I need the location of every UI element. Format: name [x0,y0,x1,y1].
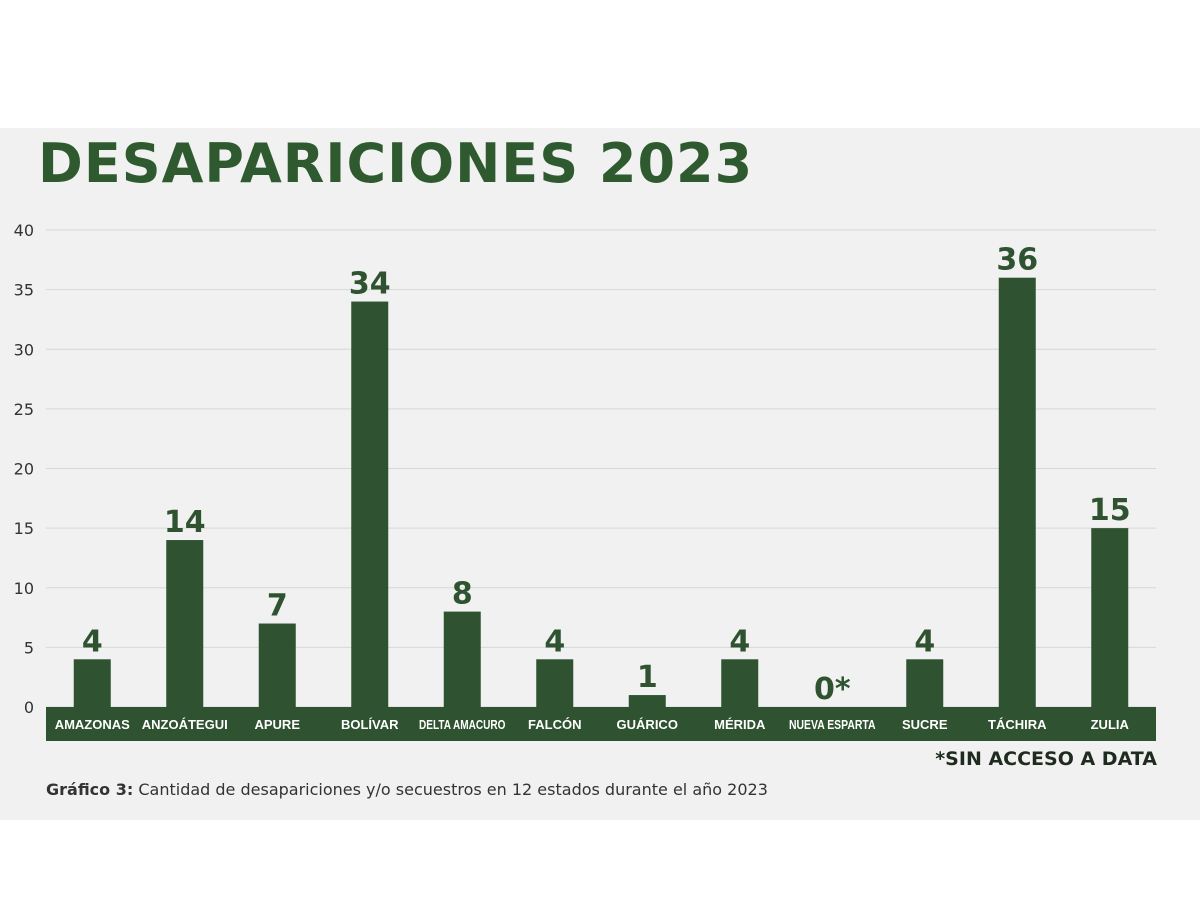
bar [258,623,296,707]
data-label: 4 [82,624,103,659]
category-band [46,707,1156,741]
bar [906,659,944,707]
bar [721,659,759,707]
data-label: 1 [637,660,658,695]
bar [166,540,204,707]
data-label: 8 [452,577,473,612]
data-label: 4 [914,624,935,659]
y-tick-label: 20 [14,460,34,479]
category-label: MÉRIDA [714,717,766,732]
data-label: 34 [349,267,391,302]
y-tick-label: 30 [14,340,34,359]
caption-label: Gráfico 3: [46,780,134,799]
footnote: *SIN ACCESO A DATA [935,748,1157,770]
gridlines [46,229,1156,708]
category-label: NUEVA ESPARTA [789,717,876,732]
data-label: 0* [814,672,851,707]
bar [73,659,111,707]
category-labels: AMAZONAS ANZOÁTEGUI APURE BOLÍVAR DELTA AMAC… [55,717,1130,732]
y-tick-label: 40 [14,221,34,240]
data-label: 15 [1089,493,1131,528]
bar [351,301,389,707]
data-label: 36 [996,243,1038,278]
data-label: 7 [267,589,288,624]
bars [73,277,1129,707]
figure-caption: Gráfico 3: Cantidad de desapariciones y/… [46,780,768,799]
bar [998,277,1036,707]
y-tick-label: 10 [14,579,34,598]
y-tick-label: 15 [14,519,34,538]
bar [443,611,481,707]
bar [628,695,666,707]
y-tick-label: 35 [14,281,34,300]
category-label: FALCÓN [528,717,581,732]
category-label: ANZOÁTEGUI [142,717,228,732]
y-tick-label: 0 [24,698,34,717]
caption-text: Cantidad de desapariciones y/o secuestro… [138,780,768,799]
data-label: 14 [164,505,206,540]
category-label: AMAZONAS [55,717,130,732]
y-tick-label: 5 [24,638,34,657]
y-axis-ticks: 0 5 10 15 20 25 30 35 40 [14,221,34,717]
category-label: GUÁRICO [617,717,678,732]
bar [1091,528,1129,707]
data-label: 4 [544,624,565,659]
chart-title: DESAPARICIONES 2023 [38,132,754,195]
category-label: BOLÍVAR [341,717,399,732]
category-label: SUCRE [902,717,948,732]
category-label: TÁCHIRA [988,717,1047,732]
category-label: APURE [254,717,300,732]
category-label: ZULIA [1091,717,1130,732]
category-label: DELTA AMACURO [419,717,506,732]
y-tick-label: 25 [14,400,34,419]
data-label: 4 [729,624,750,659]
bar [536,659,574,707]
